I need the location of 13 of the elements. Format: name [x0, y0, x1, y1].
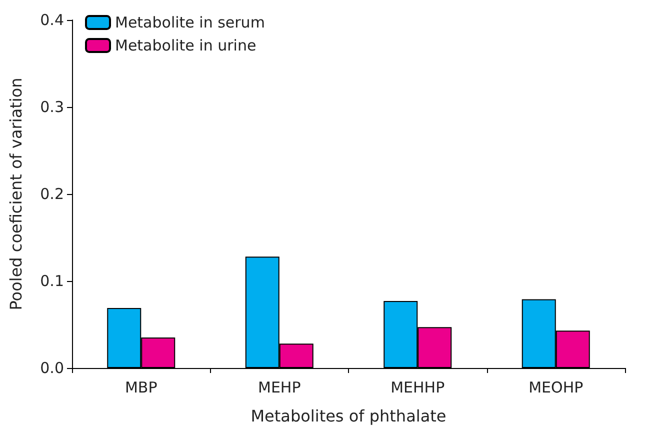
- x-tick-label: MEHP: [258, 378, 301, 396]
- x-tick-label: MEHHP: [390, 378, 445, 396]
- legend-label: Metabolite in urine: [115, 36, 256, 54]
- x-tick-label: MBP: [124, 378, 158, 396]
- legend-label: Metabolite in serum: [115, 14, 265, 32]
- y-tick-label: 0.1: [40, 272, 64, 290]
- x-tick-label: MEOHP: [528, 378, 584, 396]
- y-tick-label: 0.2: [40, 185, 64, 203]
- x-axis-title: Metabolites of phthalate: [250, 406, 446, 426]
- y-tick-label: 0.4: [40, 11, 64, 29]
- y-tick-label: 0.3: [40, 98, 64, 116]
- y-tick-label: 0.0: [40, 359, 64, 377]
- y-axis-title: Pooled coeficient of variation: [6, 78, 26, 310]
